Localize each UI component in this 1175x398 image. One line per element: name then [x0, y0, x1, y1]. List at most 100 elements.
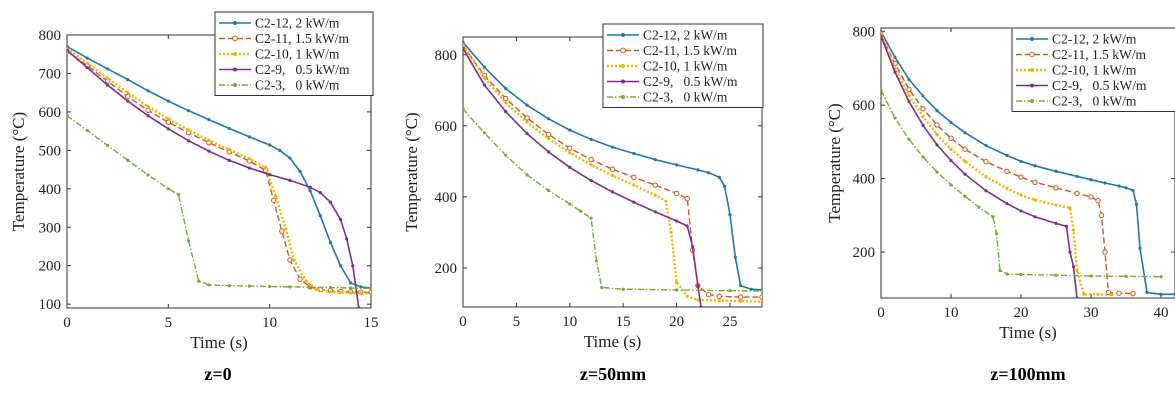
data-point	[482, 131, 486, 135]
data-point	[359, 291, 363, 295]
data-point	[717, 299, 721, 303]
data-point	[963, 194, 967, 198]
data-point	[105, 76, 110, 80]
y-axis-label: Temperature (°C)	[9, 112, 28, 231]
data-point	[207, 117, 211, 122]
x-tick-label: 25	[722, 314, 737, 330]
data-point	[921, 94, 925, 98]
data-point	[187, 239, 191, 243]
data-point	[284, 227, 288, 231]
legend-marker	[233, 52, 237, 56]
series-group	[67, 44, 371, 308]
data-point	[318, 191, 322, 195]
data-point	[1116, 290, 1122, 296]
data-point	[247, 135, 251, 139]
data-point	[328, 286, 333, 290]
series-line-5	[67, 115, 371, 290]
data-point	[125, 93, 131, 100]
data-point	[308, 189, 312, 193]
y-axis-label: Temperature (°C)	[402, 112, 421, 231]
data-point	[247, 284, 251, 288]
x-axis-label: Time (s)	[999, 323, 1056, 342]
legend-marker	[1030, 83, 1034, 88]
legend-marker	[621, 64, 625, 68]
data-point	[1117, 184, 1121, 188]
series-line-3	[881, 33, 1113, 296]
data-point	[1005, 272, 1009, 276]
y-tick-label: 600	[435, 119, 458, 135]
data-point	[1131, 188, 1135, 192]
data-point	[105, 143, 110, 147]
y-tick-label: 800	[853, 25, 876, 41]
data-point	[85, 128, 89, 132]
data-point	[881, 88, 883, 93]
data-point	[609, 166, 616, 172]
data-point	[962, 146, 968, 152]
data-point	[227, 126, 231, 131]
legend-entry: C2-12, 2 kW/m	[1052, 32, 1137, 47]
legend-marker	[1030, 99, 1034, 103]
data-point	[921, 114, 925, 119]
data-point	[949, 183, 953, 187]
data-point	[1019, 209, 1023, 213]
data-point	[935, 132, 939, 137]
legend-entry: C2-9, 0.5 kW/m	[643, 74, 738, 89]
data-point	[568, 165, 572, 169]
data-point	[934, 122, 940, 128]
data-point	[1088, 194, 1094, 200]
data-point	[339, 291, 343, 295]
data-point	[146, 89, 150, 93]
data-point	[463, 46, 465, 50]
data-point	[578, 209, 583, 213]
data-point	[545, 131, 552, 138]
data-point	[287, 257, 293, 263]
data-point	[328, 200, 333, 204]
data-point	[1103, 181, 1107, 185]
data-point	[674, 280, 679, 284]
data-point	[690, 245, 695, 249]
y-axis-label: Temperature (°C)	[825, 103, 844, 222]
x-tick-label: 10	[944, 305, 959, 321]
data-point	[696, 284, 700, 288]
legend: C2-12, 2 kW/mC2-11, 1.5 kW/mC2-10, 1 kW/…	[1011, 27, 1175, 112]
data-point	[1089, 178, 1093, 182]
data-point	[504, 153, 508, 157]
data-point	[728, 289, 732, 293]
panel-caption: z=50mm	[580, 364, 646, 384]
data-point	[723, 184, 727, 188]
data-point	[589, 178, 593, 183]
data-point	[696, 168, 700, 172]
data-point	[298, 169, 302, 174]
data-point	[568, 128, 572, 132]
data-point	[684, 195, 690, 202]
data-point	[546, 117, 551, 121]
data-point	[653, 157, 657, 162]
data-point	[893, 70, 897, 74]
data-point	[737, 294, 744, 300]
data-point	[126, 91, 130, 95]
legend-box	[1011, 27, 1175, 112]
x-axis-label: Time (s)	[584, 332, 641, 351]
data-point	[1032, 179, 1038, 185]
series-group	[881, 30, 1175, 298]
data-point	[984, 175, 988, 179]
data-point	[1054, 169, 1058, 173]
legend-entry: C2-3, 0 kW/m	[1052, 94, 1137, 109]
data-point	[482, 83, 486, 87]
legend-entry: C2-3, 0 kW/m	[255, 78, 340, 93]
y-tick-label: 200	[435, 261, 458, 277]
x-tick-label: 10	[562, 314, 577, 330]
data-point	[716, 293, 722, 300]
data-point	[318, 214, 322, 218]
data-point	[349, 291, 353, 295]
x-tick-label: 5	[165, 315, 173, 331]
panel-caption: z=0	[204, 364, 231, 384]
data-point	[977, 205, 981, 209]
data-point	[126, 99, 130, 103]
data-point	[674, 163, 679, 167]
data-point	[297, 276, 303, 282]
data-point	[1095, 197, 1101, 204]
data-point	[1071, 265, 1076, 269]
data-point	[983, 159, 989, 165]
data-point	[568, 151, 572, 155]
